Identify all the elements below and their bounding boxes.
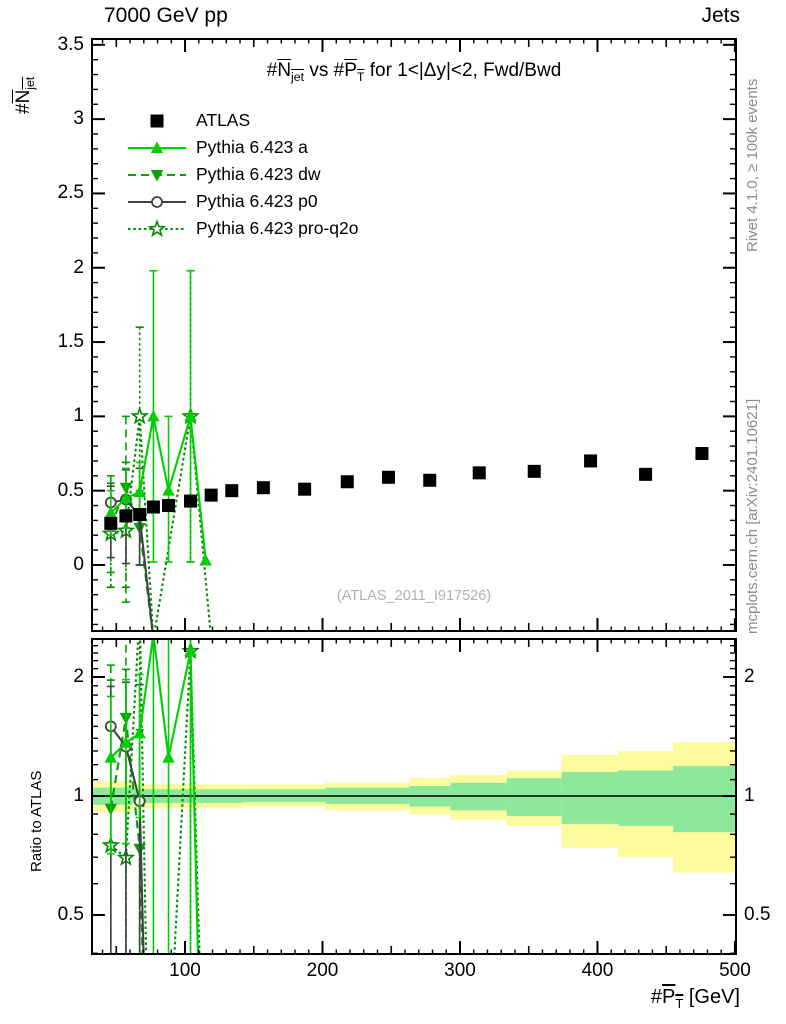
x-tick-label: 200: [306, 960, 339, 981]
plot-title: #Njet vs #PT for 1<|Δy|<2, Fwd/Bwd: [266, 60, 562, 84]
ratio-y-tick-label-left: 1: [73, 784, 84, 806]
x-tick-label: 400: [581, 960, 614, 981]
series-pythia-a: [104, 269, 212, 566]
analysis-id-watermark: (ATLAS_2011_I917526): [336, 588, 492, 604]
legend-item-pythia-dw: Pythia 6.423 dw: [126, 161, 321, 188]
legend-item-pythia-q2o: Pythia 6.423 pro-q2o: [126, 215, 358, 242]
main-plot-panel: [91, 38, 737, 632]
main-y-tick-label: 0.5: [57, 479, 84, 501]
legend-label: Pythia 6.423 p0: [196, 191, 318, 211]
x-tick-label: 100: [169, 960, 201, 981]
legend-marker-circle-icon: [128, 195, 186, 208]
x-axis-title: #PT [GeV]: [650, 986, 740, 1011]
series-pythia-p0: [104, 467, 154, 632]
legend-label: Pythia 6.423 dw: [196, 164, 321, 184]
legend-label: ATLAS: [196, 110, 251, 130]
main-y-tick-label: 1.5: [57, 331, 84, 353]
legend-marker-tri-down-icon: [128, 169, 186, 181]
x-tick-label: 300: [444, 960, 476, 981]
ratio-y-tick-label-right: 0.5: [744, 903, 771, 925]
legend-item-pythia-p0: Pythia 6.423 p0: [126, 188, 318, 215]
x-tick-label: 500: [719, 960, 751, 981]
legend-label: Pythia 6.423 pro-q2o: [196, 218, 359, 238]
main-y-tick-label: 3.5: [57, 33, 84, 55]
legend-label: Pythia 6.423 a: [196, 137, 308, 157]
ratio-y-tick-label-right: 2: [744, 665, 755, 687]
legend-item-atlas: ATLAS: [126, 107, 250, 134]
main-y-tick-label: 2: [73, 256, 84, 278]
series-atlas: [104, 447, 709, 532]
ratio-plot-panel: [91, 638, 737, 955]
beam-energy-label: 7000 GeV pp: [104, 4, 228, 27]
legend-marker-star-icon: [128, 218, 186, 237]
main-y-tick-label: 3: [73, 108, 84, 130]
legend-marker-square-icon: [150, 114, 164, 127]
analysis-group-label: Jets: [701, 4, 740, 27]
legend-item-pythia-a: Pythia 6.423 a: [126, 134, 308, 161]
ratio-y-tick-label-right: 1: [744, 784, 755, 806]
main-y-tick-label: 2.5: [57, 182, 84, 204]
legend-marker-tri-up-icon: [128, 141, 186, 153]
main-y-tick-label: 0: [73, 553, 84, 575]
main-y-tick-label: 1: [73, 405, 84, 427]
main-y-ticks: [91, 43, 737, 626]
rivet-version-note: Rivet 4.1.0, ≥ 100k events: [744, 78, 761, 252]
ratio-y-tick-label-left: 2: [73, 665, 84, 687]
ratio-y-tick-label-left: 0.5: [57, 903, 84, 925]
mcplots-arxiv-note: mcplots.cern.ch [arXiv:2401.10621]: [744, 398, 761, 634]
series-pythia-p0: [104, 681, 146, 955]
uncertainty-bands: [91, 741, 737, 873]
